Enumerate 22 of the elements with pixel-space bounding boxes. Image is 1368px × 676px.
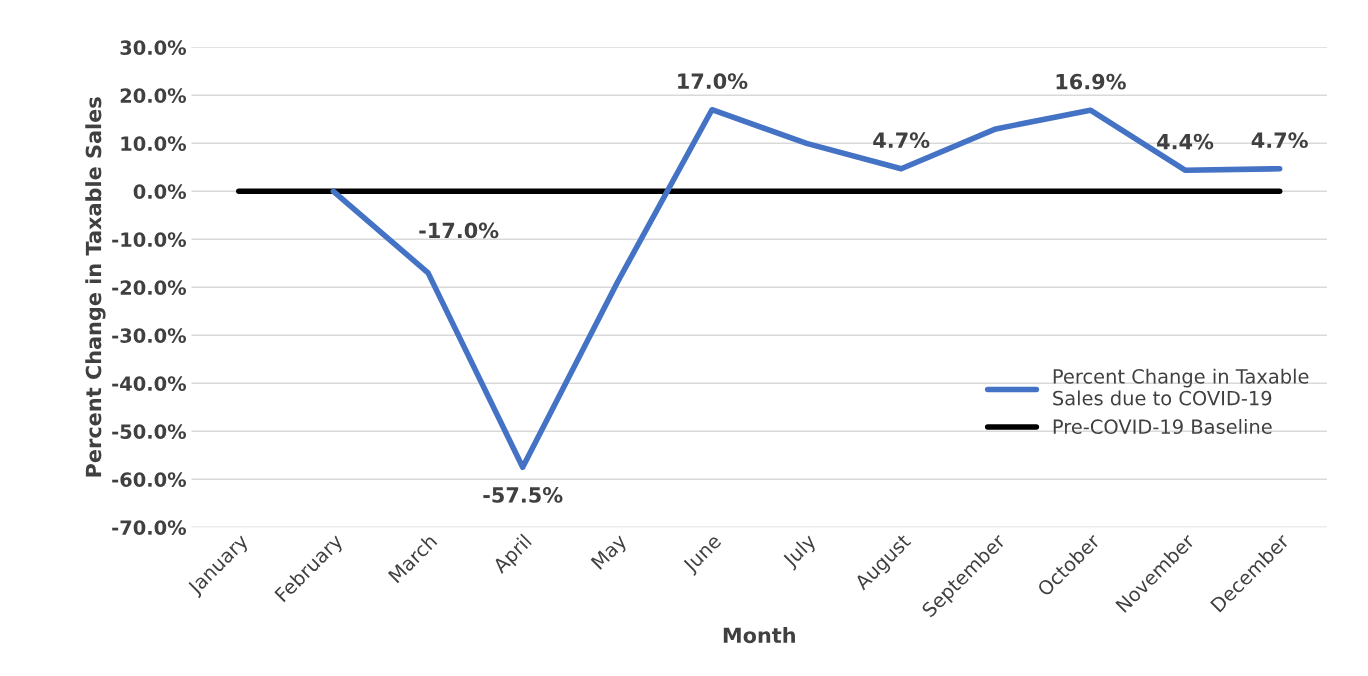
data-label: 17.0% — [678, 73, 748, 90]
y-tick-label: 0.0% — [133, 184, 187, 199]
y-tick-label: -40.0% — [112, 376, 187, 391]
data-label: -17.0% — [419, 222, 499, 239]
data-label: 4.4% — [1157, 133, 1214, 150]
legend-label: Percent Change in Taxable Sales due to COVID-19 — [1053, 368, 1309, 406]
data-label: 16.9% — [1056, 73, 1126, 90]
legend-label: Pre-COVID-19 Baseline — [1053, 418, 1272, 435]
y-tick-label: -60.0% — [112, 472, 187, 487]
y-tick-label: -30.0% — [112, 328, 187, 343]
y-tick-label: -70.0% — [112, 520, 187, 535]
data-label: 4.7% — [1251, 132, 1308, 149]
y-axis-title: Percent Change in Taxable Sales — [85, 97, 106, 477]
data-label: 4.7% — [873, 132, 930, 149]
x-axis-title: Month — [723, 627, 795, 644]
y-tick-label: -20.0% — [112, 280, 187, 295]
y-tick-label: 30.0% — [120, 40, 187, 55]
y-tick-label: -50.0% — [112, 424, 187, 439]
y-tick-label: -10.0% — [112, 232, 187, 247]
data-label: -57.5% — [483, 487, 563, 503]
y-tick-label: 10.0% — [121, 136, 187, 151]
y-tick-label: 20.0% — [120, 88, 187, 103]
